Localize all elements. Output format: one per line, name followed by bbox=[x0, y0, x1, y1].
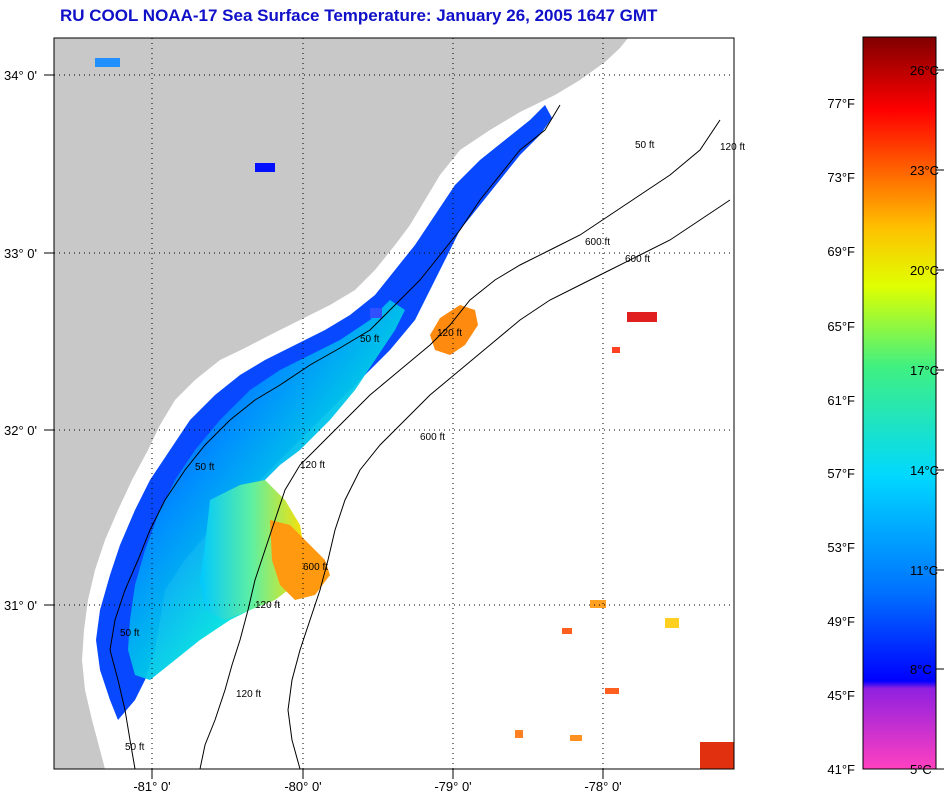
sst-warm-lobe bbox=[200, 480, 305, 620]
colorbar-f-label: 53°F bbox=[827, 540, 855, 555]
colorbar-c-label: 26°C bbox=[910, 63, 939, 78]
colorbar-f-label: 73°F bbox=[827, 170, 855, 185]
sst-warm-pixels bbox=[700, 742, 734, 769]
lon-label: -81° 0' bbox=[133, 779, 170, 793]
depth-contour-50ft bbox=[109, 104, 561, 769]
colorbar-f-label: 69°F bbox=[827, 244, 855, 259]
depth-contour-label: 50 ft bbox=[360, 334, 380, 345]
lon-label: -80° 0' bbox=[284, 779, 321, 793]
sst-inland-pixels bbox=[255, 163, 275, 172]
depth-contour-label: 600 ft bbox=[303, 562, 328, 573]
depth-contour-label: 50 ft bbox=[120, 628, 140, 639]
colorbar-c-label: 17°C bbox=[910, 363, 939, 378]
sst-warm-pixels bbox=[570, 735, 582, 741]
depth-contour-label: 120 ft bbox=[236, 689, 261, 700]
depth-contour-label: 120 ft bbox=[255, 600, 280, 611]
depth-contour-label: 600 ft bbox=[585, 237, 610, 248]
lat-label: 34° 0' bbox=[4, 68, 37, 83]
map-border bbox=[53, 37, 735, 770]
depth-contour-label: 50 ft bbox=[635, 140, 655, 151]
colorbar-f-label: 49°F bbox=[827, 614, 855, 629]
land-area bbox=[54, 38, 628, 769]
sst-warm-pixels bbox=[515, 730, 523, 738]
sst-warm-pixels bbox=[627, 312, 657, 322]
sst-warm-pixels bbox=[612, 347, 620, 353]
sst-inland-pixels bbox=[95, 58, 120, 67]
sst-orange-patch bbox=[270, 520, 330, 600]
lat-label: 31° 0' bbox=[4, 598, 37, 613]
colorbar bbox=[862, 36, 937, 770]
graticule bbox=[54, 38, 734, 769]
lon-label: -79° 0' bbox=[434, 779, 471, 793]
depth-contour-120ft bbox=[199, 119, 721, 769]
colorbar-c-label: 23°C bbox=[910, 163, 939, 178]
depth-contour-label: 600 ft bbox=[420, 432, 445, 443]
colorbar-f-label: 65°F bbox=[827, 319, 855, 334]
depth-contour-label: 120 ft bbox=[437, 328, 462, 339]
sst-inland-pixels bbox=[370, 308, 382, 318]
sst-warm-pixels bbox=[665, 618, 679, 628]
colorbar-f-label: 77°F bbox=[827, 96, 855, 111]
colorbar-c-label: 14°C bbox=[910, 463, 939, 478]
depth-contour-label: 120 ft bbox=[300, 460, 325, 471]
colorbar-f-label: 41°F bbox=[827, 762, 855, 777]
sst-warm-pixels bbox=[590, 600, 606, 608]
sst-orange-patch-2 bbox=[430, 305, 478, 355]
colorbar-f-label: 45°F bbox=[827, 688, 855, 703]
colorbar-c-label: 5°C bbox=[910, 762, 932, 777]
colorbar-f-label: 57°F bbox=[827, 466, 855, 481]
sst-warm-pixels bbox=[562, 628, 572, 634]
lat-label: 32° 0' bbox=[4, 423, 37, 438]
colorbar-f-label: 61°F bbox=[827, 393, 855, 408]
depth-contour-label: 120 ft bbox=[720, 142, 745, 153]
axis-ticks bbox=[44, 74, 604, 779]
depth-contour-label: 50 ft bbox=[125, 742, 145, 753]
lat-label: 33° 0' bbox=[4, 246, 37, 261]
depth-contour-label: 50 ft bbox=[195, 462, 215, 473]
map-title: RU COOL NOAA-17 Sea Surface Temperature:… bbox=[60, 6, 658, 25]
colorbar-c-label: 8°C bbox=[910, 662, 932, 677]
sst-warm-pixels bbox=[605, 688, 619, 694]
colorbar-c-label: 11°C bbox=[910, 563, 938, 578]
depth-contour-label: 600 ft bbox=[625, 254, 650, 265]
colorbar-c-label: 20°C bbox=[910, 263, 939, 278]
depth-contour-600ft bbox=[287, 199, 731, 769]
lon-label: -78° 0' bbox=[584, 779, 621, 793]
